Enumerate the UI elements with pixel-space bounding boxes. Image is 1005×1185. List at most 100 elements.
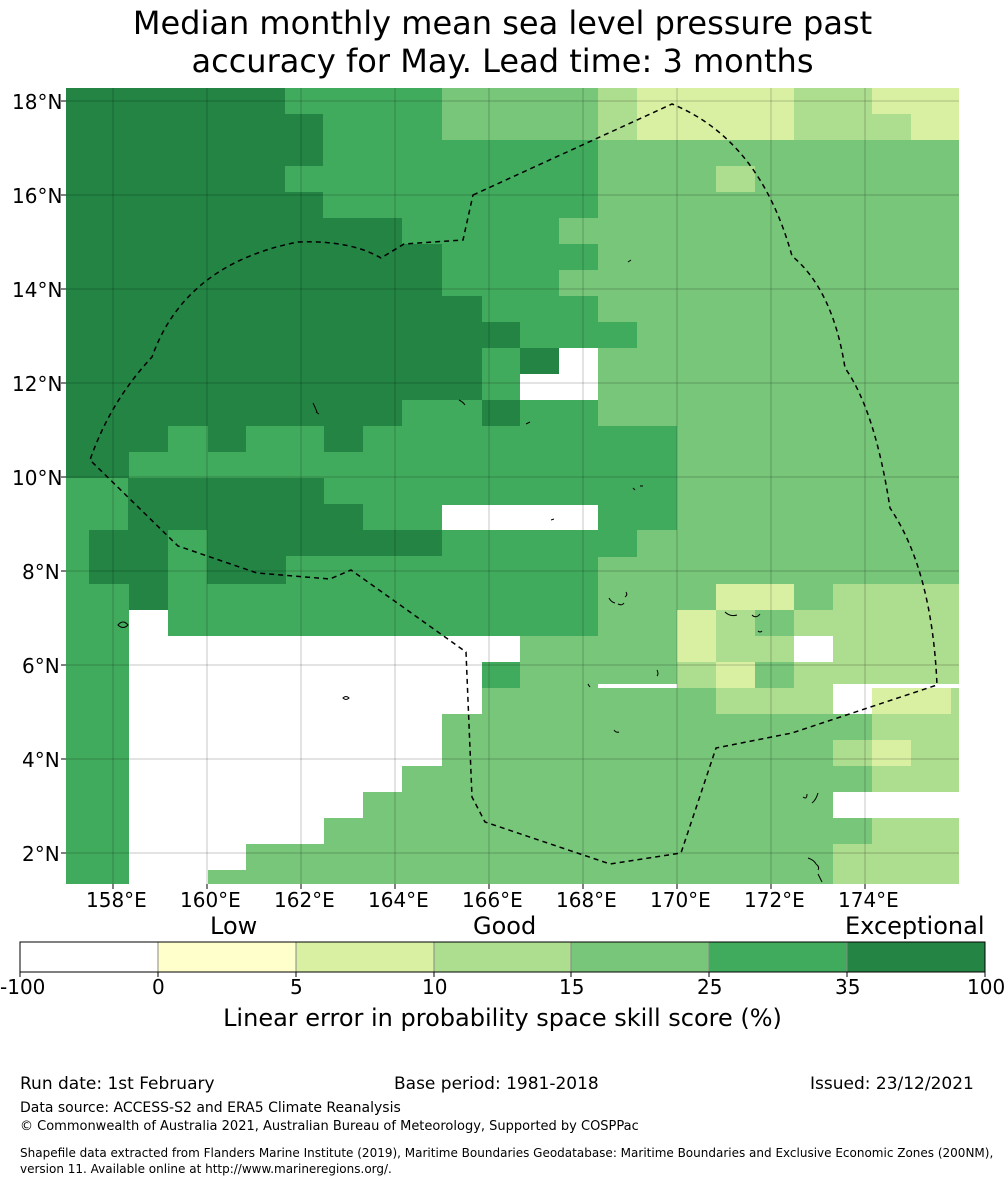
skill-cell (129, 584, 168, 610)
lon-label-160e: 160°E (180, 888, 241, 912)
lat-label-8n: 8°N (22, 560, 60, 584)
skill-cell (794, 662, 833, 688)
skill-cell (520, 322, 637, 348)
copyright: © Commonwealth of Australia 2021, Austra… (20, 1119, 639, 1134)
skill-cell (207, 530, 286, 556)
skill-cell (442, 740, 833, 766)
skill-cell (520, 400, 598, 427)
skill-cell (66, 584, 129, 884)
skill-cell (442, 244, 559, 296)
lon-label-158e: 158°E (86, 888, 147, 912)
skill-cell (598, 88, 637, 141)
lon-label-174e: 174°E (838, 888, 899, 912)
skill-cell (324, 478, 598, 505)
map-title-line-1: Median monthly mean sea level pressure p… (132, 4, 873, 42)
colorbar-tick-100: 100 (967, 975, 1005, 999)
skill-cell (208, 426, 246, 453)
lat-label-18n: 18°N (12, 90, 63, 114)
skill-cell (442, 714, 482, 740)
skill-cell (637, 88, 794, 141)
lat-label-2n: 2°N (22, 842, 60, 866)
skill-cell (911, 740, 959, 766)
skill-cell (246, 426, 324, 453)
skill-cell (520, 636, 598, 662)
skill-cell (324, 426, 363, 453)
colorbar-outline (19, 941, 986, 973)
colorbar-tick-minus-100: -100 (0, 975, 46, 999)
skill-cell (168, 584, 598, 636)
map-title-line-2: accuracy for May. Lead time: 3 months (191, 42, 814, 80)
skill-cell (716, 584, 794, 610)
skill-cell (168, 556, 207, 584)
lon-label-168e: 168°E (556, 888, 617, 912)
skill-cell (442, 530, 598, 557)
skill-cell (285, 192, 323, 219)
skill-cell (833, 584, 959, 684)
axis-ticks (61, 100, 866, 889)
colorbar-segment (433, 941, 572, 973)
colorbar-segment (19, 941, 159, 973)
skill-cell (286, 556, 598, 584)
skill-cell (716, 166, 755, 192)
colorbar-segment (708, 941, 848, 973)
skill-cell (168, 426, 208, 453)
eez-boundary-marshall (89, 103, 938, 865)
colorbar-tick-10: 10 (422, 975, 448, 999)
skill-cell (755, 662, 794, 688)
skill-cell (482, 714, 872, 740)
skill-cell (285, 88, 442, 115)
skill-grid (66, 88, 959, 884)
colorbar-segment (570, 941, 710, 973)
colorbar-category-low: Low (210, 912, 258, 940)
skill-cell (482, 348, 520, 400)
skill-cell (833, 740, 872, 766)
skill-cell (208, 870, 833, 884)
skill-cell (598, 426, 677, 531)
colorbar-segment (846, 941, 986, 973)
skill-cell (872, 88, 959, 115)
skill-cell (402, 218, 442, 244)
colorbar-tick-25: 25 (697, 975, 723, 999)
skill-cell (482, 400, 520, 427)
islands (117, 259, 823, 883)
skill-cell (286, 530, 442, 557)
lon-label-162e: 162°E (274, 888, 335, 912)
colorbar-segment (295, 941, 435, 973)
lat-label-4n: 4°N (22, 748, 60, 772)
skill-cell (363, 504, 442, 531)
skill-cell (794, 584, 833, 610)
skill-cell (755, 688, 833, 714)
skill-cell (559, 218, 598, 244)
skill-cell (872, 688, 951, 714)
eez-boundary (89, 103, 938, 865)
skill-cell (520, 348, 559, 374)
colorbar-tick-0: 0 (152, 975, 165, 999)
skill-cell (716, 610, 755, 636)
skill-cell (559, 270, 598, 296)
lon-label-172e: 172°E (744, 888, 805, 912)
skill-cell (402, 766, 833, 792)
skill-cell (794, 88, 872, 115)
skill-cell (833, 844, 959, 884)
lon-label-170e: 170°E (650, 888, 711, 912)
skill-cell (716, 662, 755, 688)
skill-cell (285, 114, 323, 166)
skill-cell (363, 426, 598, 453)
skill-cell (637, 530, 677, 557)
skill-cell (482, 296, 598, 322)
skill-cell (520, 662, 598, 688)
skill-cell (402, 400, 482, 427)
colorbar (19, 941, 986, 977)
skill-cell (89, 530, 168, 556)
run-date: Run date: 1st February (20, 1074, 215, 1094)
skill-cell (598, 530, 637, 557)
skill-cell (833, 766, 872, 792)
lat-label-10n: 10°N (12, 466, 63, 490)
lon-label-166e: 166°E (462, 888, 523, 912)
skill-cell (128, 478, 324, 505)
skill-cell (872, 714, 959, 740)
skill-cell (323, 114, 442, 219)
issued-date: Issued: 23/12/2021 (810, 1074, 974, 1094)
skill-cell (128, 504, 363, 531)
